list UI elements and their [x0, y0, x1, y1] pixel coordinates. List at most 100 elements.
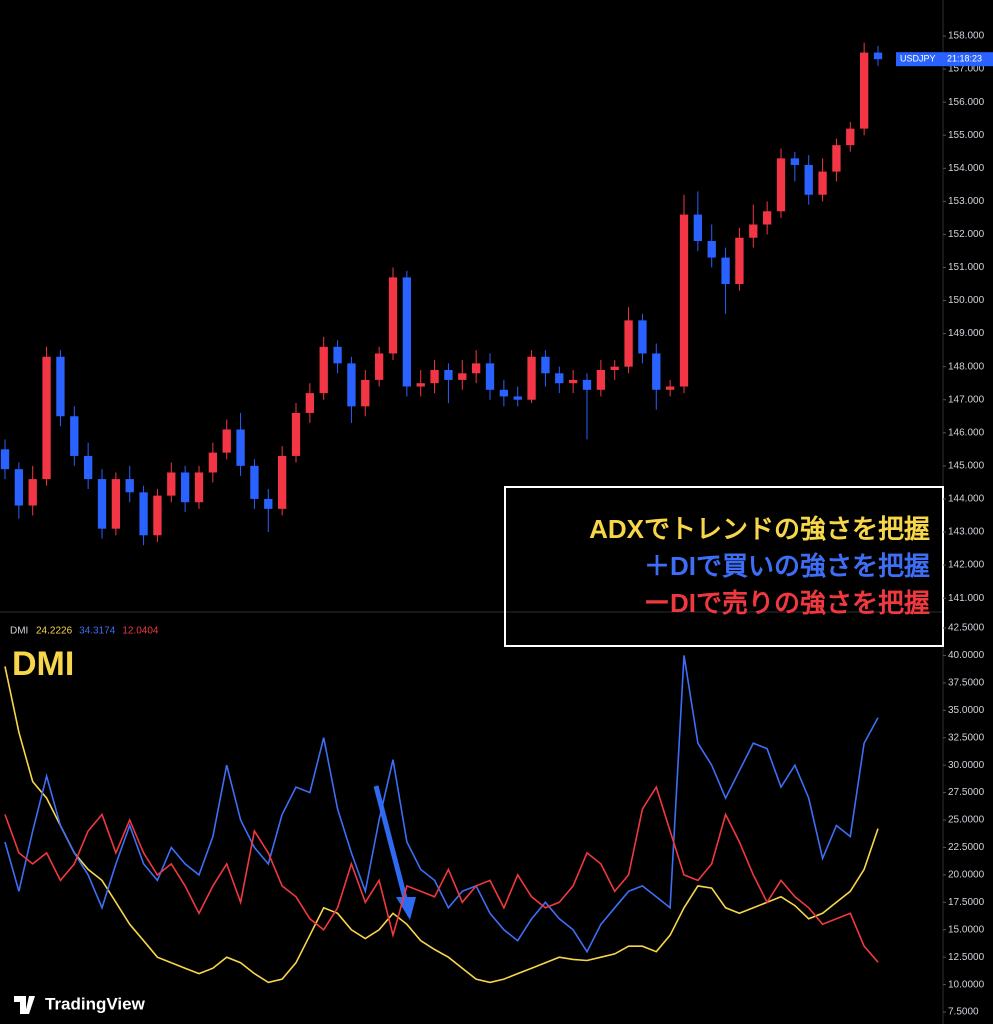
- y-tick-label: 42.5000: [948, 623, 985, 634]
- legend-value: 24.2226: [36, 626, 73, 637]
- y-tick-label: 154.000: [948, 163, 985, 174]
- candle-body: [458, 373, 467, 380]
- candle-body: [264, 498, 273, 509]
- candle-body: [513, 396, 522, 400]
- candle-body: [97, 479, 107, 529]
- annotation-line: ＋DIで買いの強さを把握: [644, 551, 930, 581]
- candle-body: [762, 211, 772, 225]
- candle-body: [153, 495, 162, 536]
- candle-body: [333, 346, 342, 364]
- candle-body: [624, 320, 633, 367]
- candle-body: [873, 52, 883, 60]
- y-tick-label: 141.000: [948, 593, 985, 604]
- candle-body: [361, 379, 370, 407]
- candle-body: [527, 356, 536, 400]
- candle-body: [652, 353, 661, 390]
- annotation-box: [504, 486, 944, 647]
- candle-body: [388, 277, 398, 354]
- candle-body: [846, 128, 855, 146]
- y-tick-label: 144.000: [948, 494, 985, 505]
- candle-body: [291, 412, 301, 456]
- indicator-title: DMI: [10, 626, 28, 637]
- candle-body: [444, 369, 453, 380]
- y-tick-label: 12.5000: [948, 952, 985, 963]
- candle-body: [125, 479, 134, 493]
- candle-body: [582, 379, 592, 390]
- y-tick-label: 151.000: [948, 262, 985, 273]
- legend-value: 34.3174: [79, 626, 116, 637]
- candle-body: [721, 257, 730, 285]
- symbol-label: USDJPY: [900, 54, 936, 64]
- candle-body: [749, 224, 758, 238]
- candle-body: [735, 237, 744, 285]
- candle-body: [804, 164, 813, 195]
- y-tick-label: 150.000: [948, 295, 985, 306]
- annotation-line: ADXでトレンドの強さを把握: [589, 514, 930, 544]
- time-label: 21:18:23: [947, 54, 982, 64]
- logo-icon: [14, 996, 35, 1014]
- candle-body: [776, 158, 786, 212]
- candle-body: [790, 158, 800, 165]
- y-tick-label: 153.000: [948, 196, 985, 207]
- candle-body: [859, 52, 869, 129]
- candle-body: [194, 472, 204, 503]
- candle-body: [0, 449, 10, 470]
- y-tick-label: 30.0000: [948, 760, 985, 771]
- candle-body: [70, 416, 79, 456]
- candle-body: [430, 369, 439, 384]
- y-tick-label: 152.000: [948, 229, 985, 240]
- watermark: TradingView: [45, 994, 146, 1013]
- candle-body: [610, 366, 619, 370]
- y-tick-label: 146.000: [948, 427, 985, 438]
- y-tick-label: 148.000: [948, 361, 985, 372]
- candle-body: [541, 356, 550, 374]
- y-tick-label: 155.000: [948, 130, 985, 141]
- candle-body: [236, 429, 245, 466]
- annotation-line: ーDIで売りの強さを把握: [644, 588, 930, 618]
- candle-body: [832, 145, 841, 172]
- candle-body: [42, 356, 51, 480]
- y-tick-label: 20.0000: [948, 870, 985, 881]
- candle-body: [56, 356, 65, 417]
- tradingview-logo: TradingView: [14, 994, 146, 1014]
- y-tick-label: 158.000: [948, 31, 985, 42]
- candle-body: [499, 389, 509, 397]
- y-tick-label: 143.000: [948, 527, 985, 538]
- candle-body: [596, 369, 606, 390]
- dmi-line: [4, 785, 879, 963]
- candle-body: [83, 455, 93, 480]
- y-tick-label: 27.5000: [948, 787, 985, 798]
- y-tick-label: 25.0000: [948, 815, 985, 826]
- candle-body: [402, 277, 412, 387]
- y-tick-label: 7.5000: [948, 1007, 979, 1018]
- indicator-annotation: DMI: [12, 645, 74, 683]
- y-tick-label: 145.000: [948, 461, 985, 472]
- candle-body: [277, 455, 287, 509]
- annotation-arrowhead: [396, 897, 416, 920]
- y-tick-label: 157.000: [948, 64, 985, 75]
- candle-body: [638, 320, 647, 354]
- candle-body: [167, 472, 176, 496]
- candle-body: [818, 171, 827, 195]
- y-tick-label: 10.0000: [948, 979, 985, 990]
- candle-body: [208, 452, 218, 473]
- last-price-label: [896, 52, 993, 67]
- candle-body: [555, 373, 564, 384]
- candle-body: [679, 214, 689, 387]
- y-tick-label: 15.0000: [948, 924, 985, 935]
- candle-body: [305, 393, 315, 413]
- y-tick-label: 147.000: [948, 394, 985, 405]
- candle-body: [568, 379, 578, 384]
- candle-body: [416, 383, 425, 387]
- candle-body: [14, 469, 24, 506]
- dmi-line: [4, 655, 879, 954]
- candle-body: [347, 363, 356, 407]
- y-tick-label: 17.5000: [948, 897, 985, 908]
- y-tick-label: 156.000: [948, 97, 985, 108]
- candle-body: [471, 363, 481, 374]
- legend-value: 12.0404: [122, 626, 159, 637]
- y-tick-label: 32.5000: [948, 732, 985, 743]
